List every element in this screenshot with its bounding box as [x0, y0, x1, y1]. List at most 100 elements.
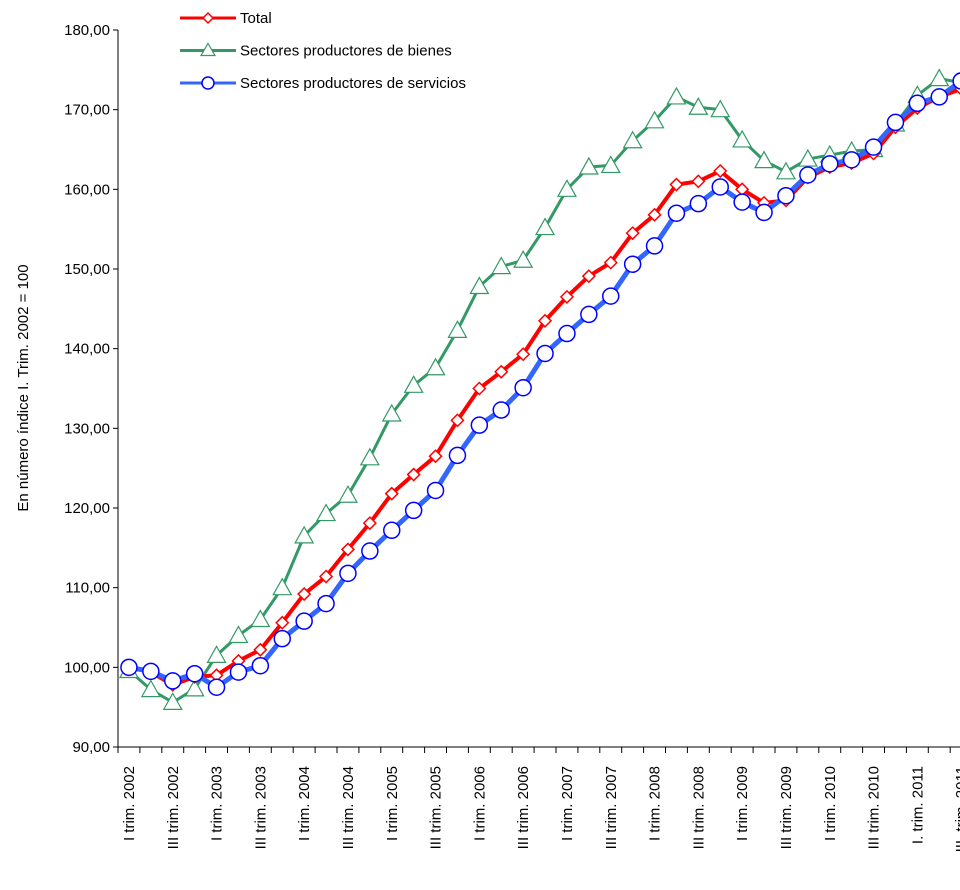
- x-tick-label: III trim. 2010: [866, 766, 883, 849]
- data-point: [494, 364, 509, 379]
- data-point: [864, 138, 883, 156]
- data-point: [711, 178, 729, 196]
- data-point: [250, 609, 271, 628]
- data-point: [644, 110, 665, 129]
- x-tick-label: I. trim. 2011: [909, 766, 926, 844]
- y-tick-label: 170,00: [64, 102, 110, 119]
- data-point: [294, 525, 315, 544]
- data-point: [140, 679, 161, 698]
- y-tick-label: 140,00: [64, 341, 110, 358]
- data-point: [295, 612, 313, 630]
- data-point: [600, 155, 621, 174]
- data-point: [536, 344, 554, 363]
- data-point: [448, 446, 467, 465]
- series-line: [128, 87, 960, 687]
- data-point: [253, 642, 268, 657]
- data-point: [425, 357, 446, 376]
- data-point: [799, 166, 817, 184]
- data-point: [340, 542, 356, 557]
- data-point: [537, 313, 553, 328]
- data-point: [428, 449, 443, 464]
- y-tick-label: 100,00: [64, 659, 110, 676]
- data-point: [821, 155, 839, 173]
- data-point: [625, 226, 640, 241]
- data-point: [666, 86, 687, 105]
- data-point: [691, 174, 706, 189]
- data-point: [516, 347, 531, 362]
- data-point: [450, 413, 465, 428]
- series: [121, 83, 960, 692]
- data-point: [381, 403, 402, 422]
- data-point: [558, 324, 576, 343]
- data-point: [470, 416, 489, 434]
- data-point: [317, 594, 335, 613]
- data-point: [556, 179, 577, 197]
- x-tick-label: III trim. 2004: [340, 766, 357, 849]
- data-point: [733, 193, 751, 211]
- data-point: [426, 481, 445, 500]
- data-point: [297, 586, 312, 602]
- data-point: [713, 163, 728, 179]
- data-point: [623, 255, 642, 273]
- data-point: [275, 615, 290, 630]
- data-point: [120, 658, 138, 677]
- data-point: [318, 569, 334, 584]
- y-tick-label: 160,00: [64, 181, 110, 198]
- data-point: [206, 645, 227, 663]
- x-tick-label: I trim. 2006: [471, 766, 488, 841]
- data-point: [251, 656, 270, 675]
- data-point: [469, 276, 490, 295]
- data-point: [514, 378, 532, 397]
- data-point: [359, 447, 380, 466]
- data-point: [797, 148, 818, 167]
- data-point: [142, 662, 160, 681]
- x-tick-label: III trim. 2003: [252, 766, 269, 849]
- x-tick-label: III trim. 2008: [690, 766, 707, 849]
- data-point: [559, 289, 575, 304]
- data-point: [185, 664, 204, 683]
- legend-marker: [201, 76, 215, 90]
- x-tick-label: I trim. 2002: [121, 766, 138, 841]
- x-tick-label: I trim. 2005: [384, 766, 401, 841]
- data-point: [930, 88, 948, 106]
- data-point: [669, 177, 684, 192]
- x-tick-label: I trim. 2008: [647, 766, 664, 841]
- data-point: [581, 269, 596, 284]
- y-tick-label: 150,00: [64, 261, 110, 278]
- x-tick-label: III trim. 2007: [603, 766, 620, 849]
- legend: Total Sectores productores de bienes Secto…: [180, 10, 466, 92]
- y-axis-label: En número índice I. Trim. 2002 = 100: [15, 264, 32, 511]
- data-point: [578, 156, 599, 175]
- data-point: [688, 97, 709, 115]
- data-point: [384, 486, 399, 501]
- x-tick-label: I trim. 2009: [734, 766, 751, 841]
- data-point: [492, 401, 510, 419]
- data-point: [645, 237, 664, 255]
- data-point: [602, 287, 620, 305]
- data-point: [777, 186, 795, 205]
- y-tick-label: 110,00: [65, 580, 110, 597]
- data-point: [755, 203, 773, 222]
- data-point: [842, 151, 861, 169]
- data-point: [952, 72, 960, 90]
- y-tick-label: 180,00: [64, 22, 110, 39]
- data-point: [732, 129, 753, 148]
- data-point: [272, 577, 293, 596]
- legend-label: Sectores productores de bienes: [240, 43, 452, 60]
- data-point: [472, 381, 487, 396]
- x-tick-label: I trim. 2010: [822, 766, 839, 841]
- legend-marker: [199, 42, 217, 57]
- data-point: [535, 217, 556, 236]
- x-tick-label: I trim. 2004: [296, 766, 313, 841]
- data-point: [775, 161, 796, 180]
- data-point: [689, 194, 708, 213]
- x-tick-label: I trim. 2007: [559, 766, 576, 841]
- data-point: [908, 94, 927, 113]
- series-line: [128, 78, 960, 690]
- x-tick-label: III trim. 2002: [165, 766, 182, 849]
- data-point: [162, 692, 183, 710]
- y-tick-label: 90,00: [72, 739, 110, 756]
- legend-label: Total: [240, 10, 272, 27]
- data-point: [513, 250, 534, 268]
